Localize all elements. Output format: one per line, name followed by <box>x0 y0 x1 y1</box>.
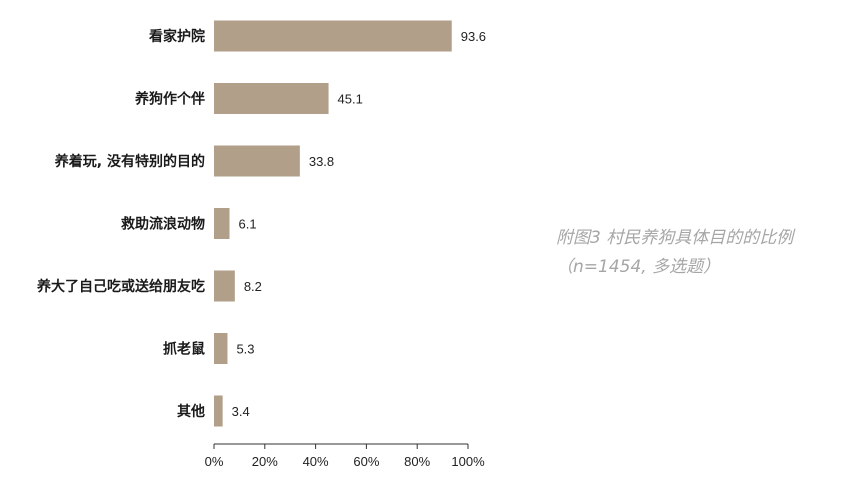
value-label-1: 45.1 <box>338 92 363 107</box>
x-axis: 0% 20% 40% 60% 80% 100% <box>205 443 485 469</box>
x-tick-label-0: 0% <box>205 454 224 469</box>
value-label-0: 93.6 <box>461 29 486 44</box>
bar-6 <box>214 395 223 427</box>
x-tick-label-2: 40% <box>303 454 329 469</box>
bar-4 <box>214 270 235 302</box>
category-label-1: 养狗作个伴 <box>134 91 205 108</box>
caption-line-2: （n=1454, 多选题） <box>556 257 721 277</box>
category-label-3: 救助流浪动物 <box>121 216 205 233</box>
value-label-4: 8.2 <box>244 279 262 294</box>
x-tick-label-3: 60% <box>353 454 379 469</box>
x-tick-label-1: 20% <box>252 454 278 469</box>
bar-1 <box>214 83 329 114</box>
category-label-4: 养大了自己吃或送给朋友吃 <box>36 278 205 295</box>
category-label-5: 抓老鼠 <box>163 341 205 358</box>
bar-3 <box>214 208 230 239</box>
x-tick-label-4: 80% <box>404 454 430 469</box>
bar-5 <box>214 333 228 364</box>
caption-line-1: 附图3 村民养狗具体目的的比例 <box>556 228 794 248</box>
value-label-5: 5.3 <box>236 342 254 357</box>
category-label-0: 看家护院 <box>148 28 205 45</box>
chart-caption: 附图3 村民养狗具体目的的比例 （n=1454, 多选题） <box>556 224 848 282</box>
value-label-3: 6.1 <box>238 217 256 232</box>
category-label-6: 其他 <box>177 403 205 420</box>
category-label-2: 养着玩, 没有特别的目的 <box>54 153 205 170</box>
value-labels-group: 93.6 45.1 33.8 6.1 8.2 5.3 3.4 <box>232 29 486 419</box>
x-tick-label-5: 100% <box>451 454 485 469</box>
bar-0 <box>214 20 452 52</box>
value-label-6: 3.4 <box>232 404 250 419</box>
bars-group <box>214 20 452 427</box>
bar-2 <box>214 145 300 177</box>
value-label-2: 33.8 <box>309 154 334 169</box>
